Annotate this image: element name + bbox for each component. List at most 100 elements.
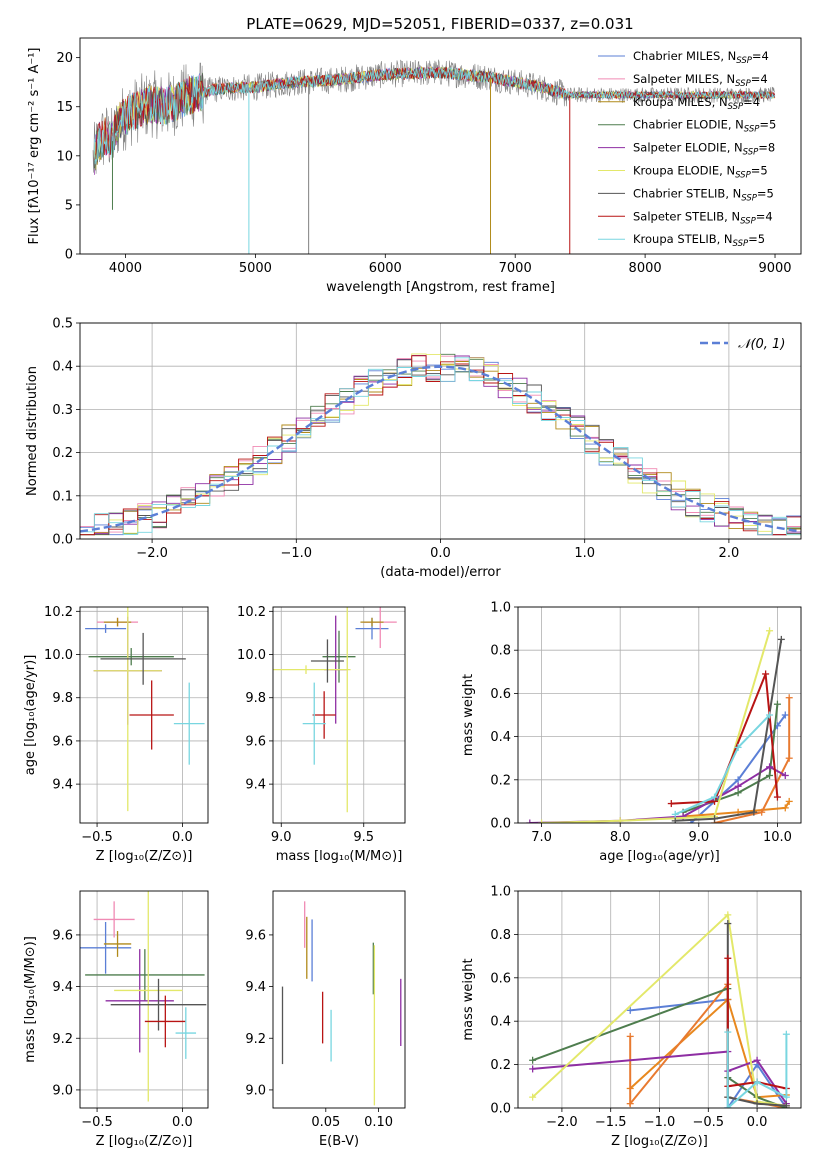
tick-label-y: 9.2 [52,1032,73,1047]
tick-label-x: −0.5 [693,1115,725,1130]
tick-label-y: 9.0 [52,1083,73,1098]
legend-label: Chabrier ELODIE, NSSP=5 [633,118,776,135]
tick-label-x: 7000 [499,261,532,276]
axis-label-y: Flux [fλ10⁻¹⁷ erg cm⁻² s⁻¹ A⁻¹] [27,48,42,245]
tick-label-y: 0.8 [490,644,511,659]
tick-label-x: −2.0 [136,546,168,561]
panel-weight_vs_age: 7.0 8.0 9.0 10.0 0.0 0.2 0.4 0.6 0.8 1.0 age [log₁… [461,601,802,864]
panels: 4000 5000 6000 7000 8000 9000 0 5 10 15 20 waveleng… [23,37,802,1149]
tick-label-y: 9.2 [245,1032,266,1047]
weight-line-8 [674,714,771,816]
plot-area [281,901,402,1106]
plot-area [80,891,207,1102]
tick-label-y: 20 [56,51,73,66]
plot-area [526,627,793,823]
axis-label-x: Z [log₁₀(Z/Z⊙)] [96,849,193,864]
tick-label-y: 0.5 [52,317,73,332]
tick-label-y: 0.8 [490,928,511,943]
plot-area [85,607,205,812]
tick-label-x: 9000 [758,261,791,276]
tick-label-x: 4000 [109,261,142,276]
tick-label-y: 0.2 [490,773,511,788]
spectrum-model-7 [93,67,776,161]
tick-label-y: 0.4 [52,360,73,375]
tick-label-y: 0.6 [490,687,511,702]
tick-label-x: 8.0 [610,830,631,845]
tick-label-y: 9.6 [52,928,73,943]
tick-label-y: 9.0 [245,1083,266,1098]
axes-frame [517,606,802,824]
weight-line-5 [541,630,771,823]
axis-label-x: (data-model)/error [380,565,501,580]
tick-label-x: −1.0 [644,1115,676,1130]
axis-label-y: age [log₁₀(age/yr)] [23,655,38,776]
axes-frame [79,322,802,540]
axes-frame [79,890,209,1109]
tick-label-y: 0.0 [490,817,511,832]
tick-label-y: 0.2 [52,446,73,461]
axes-frame [517,890,802,1109]
tick-label-y: 5 [65,198,73,213]
axes-frame [79,606,209,824]
legend-label: Chabrier STELIB, NSSP=5 [633,186,774,203]
panel-weight_vs_Z: −2.0 −1.5 −1.0 −0.5 0.0 0.0 0.2 0.4 0.6 0.8 1.0 Z [… [461,885,802,1149]
plot-area [529,911,790,1108]
figure-title: PLATE=0629, MJD=52051, FIBERID=0337, z=0… [246,15,633,33]
panel-spectrum: 4000 5000 6000 7000 8000 9000 0 5 10 15 20 waveleng… [27,37,802,295]
tick-label-y: 9.4 [52,778,73,793]
axis-label-x: E(B-V) [319,1134,359,1149]
tick-label-y: 9.4 [245,778,266,793]
panel-age_vs_mass: 9.0 9.5 9.4 9.6 9.8 10.0 10.2 mass [log₁₀(M/M⊙)… [237,605,406,864]
axis-label-y: Normed distribution [25,366,40,496]
tick-label-y: 0.2 [490,1058,511,1073]
tick-label-y: 9.6 [52,734,73,749]
gaussian-curve [80,365,801,533]
tick-label-x: 0.05 [311,1115,340,1130]
axis-label-x: mass [log₁₀(M/M⊙)] [276,849,403,864]
tick-label-x: 0.0 [172,830,193,845]
tick-label-y: 15 [56,100,73,115]
legend-label: Salpeter STELIB, NSSP=4 [633,209,773,226]
panel-residuals: −2.0 −1.0 0.0 1.0 2.0 0.0 0.1 0.2 0.3 0.4 0.5 (data… [25,317,802,580]
axis-label-y: mass weight [461,674,476,756]
tick-label-y: 0.6 [490,971,511,986]
panel-mass_vs_Z: −0.5 0.0 9.0 9.2 9.4 9.6 Z [log₁₀(Z/Z⊙)] mass [… [23,890,209,1149]
tick-label-x: 0.0 [747,1115,768,1130]
axis-label-x: age [log₁₀(age/yr)] [599,849,720,864]
tick-label-y: 9.4 [245,980,266,995]
tick-label-y: 0.3 [52,403,73,418]
tick-label-x: 2.0 [719,546,740,561]
tick-label-x: 5000 [239,261,272,276]
legend-label: Chabrier MILES, NSSP=4 [633,49,769,66]
tick-label-x: −0.5 [81,1115,113,1130]
legend-label: 𝒩(0, 1) [738,337,785,352]
spectrum-model-8 [93,67,776,165]
tick-label-x: −0.5 [81,830,113,845]
legend-label: Kroupa ELODIE, NSSP=5 [633,164,768,181]
tick-label-x: 0.0 [430,546,451,561]
tick-label-x: −1.5 [595,1115,627,1130]
tick-label-y: 0.1 [52,489,73,504]
tick-label-y: 10.2 [237,605,266,620]
weight-line-6 [675,639,783,822]
axis-label-x: wavelength [Angstrom, rest frame] [326,280,555,295]
tick-label-y: 0 [65,248,73,263]
axis-label-y: mass [log₁₀(M/M⊙)] [23,936,38,1063]
tick-label-x: −2.0 [546,1115,578,1130]
weight-line-7 [671,673,779,805]
tick-label-y: 9.6 [245,928,266,943]
tick-label-x: 6000 [369,261,402,276]
tick-label-y: 9.4 [52,980,73,995]
tick-label-y: 9.8 [245,691,266,706]
tick-label-x: 10.0 [763,830,792,845]
tick-label-y: 0.4 [490,1015,511,1030]
axes-frame [272,890,406,1109]
tick-label-y: 0.4 [490,730,511,745]
axes-frame [79,37,802,255]
histogram-8 [80,357,801,536]
plot-area [92,59,776,254]
weight-line-0 [630,998,788,1108]
tick-label-y: 1.0 [490,601,511,616]
axes-frame [272,606,406,824]
tick-label-y: 0.0 [490,1102,511,1117]
